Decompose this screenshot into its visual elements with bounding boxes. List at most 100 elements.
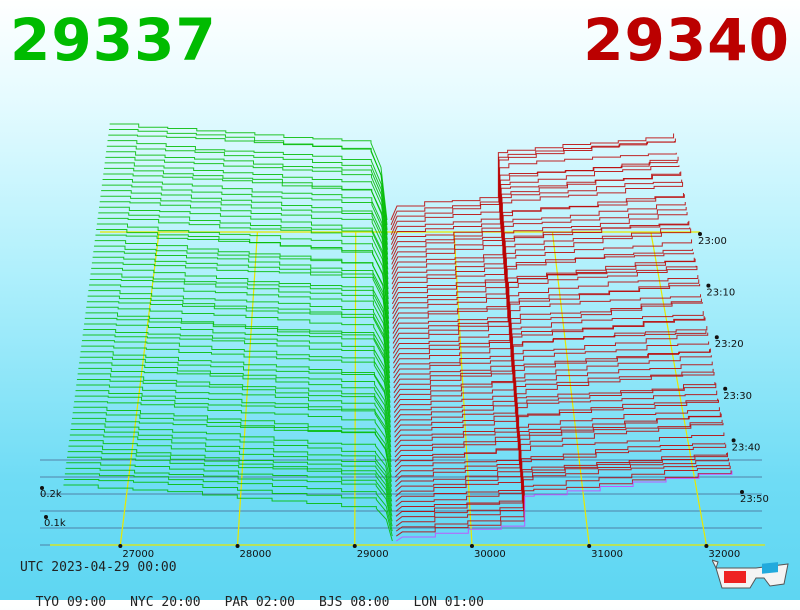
- bid-depth-line: [83, 328, 391, 403]
- x-grid-line: [119, 231, 160, 546]
- depth-tick-mark: [40, 486, 44, 490]
- ask-depth-line: [393, 349, 711, 418]
- bid-depth-line: [89, 284, 390, 364]
- ask-depth-line: [392, 283, 701, 364]
- bid-depth-line: [79, 356, 391, 428]
- clock-par: PAR 02:00: [224, 595, 296, 610]
- bid-depth-line: [106, 151, 388, 245]
- time-tick-mark: [740, 490, 744, 494]
- x-tick-label: 29000: [357, 549, 389, 560]
- ask-depth-line: [395, 419, 723, 488]
- bid-price: 29337: [10, 6, 217, 74]
- ask-depth-line: [395, 462, 730, 527]
- bid-depth-line: [65, 467, 393, 527]
- x-tick-mark: [118, 544, 123, 548]
- ask-depth-line: [391, 181, 684, 270]
- bid-depth-line: [86, 306, 391, 384]
- bid-depth-line: [89, 279, 390, 359]
- ask-depth-line: [390, 161, 678, 240]
- time-tick-mark: [698, 232, 702, 236]
- ask-depth-line: [394, 383, 717, 453]
- x-tick-label: 28000: [240, 549, 272, 560]
- ask-depth-line: [392, 257, 695, 334]
- clock-lon: LON 01:00: [413, 595, 484, 610]
- bid-depth-line: [74, 395, 392, 463]
- ask-depth-line: [395, 442, 726, 502]
- ask-depth-line: [392, 227, 691, 310]
- ask-depth-line: [391, 221, 689, 300]
- ask-depth-line: [395, 432, 725, 497]
- bid-depth-line: [99, 206, 389, 295]
- ask-depth-line: [390, 141, 675, 226]
- x-tick-label: 30000: [474, 549, 506, 560]
- ask-depth-line: [394, 361, 713, 433]
- ask-depth-line: [394, 407, 720, 473]
- ask-depth-line: [396, 470, 732, 537]
- ask-depth-line: [391, 194, 685, 280]
- time-tick-mark: [723, 386, 728, 391]
- depth-tick-label: 0.2k: [40, 489, 62, 500]
- bid-depth-line: [66, 456, 393, 517]
- bid-depth-line: [64, 478, 393, 537]
- ask-depth-line: [394, 398, 719, 463]
- ask-depth-line: [391, 206, 687, 290]
- bid-depth-line: [81, 340, 391, 413]
- bid-depth-line: [103, 173, 389, 265]
- x-tick-mark: [469, 544, 474, 548]
- bid-depth-line: [84, 323, 391, 398]
- x-grid-line: [236, 231, 258, 546]
- bid-depth-line: [82, 334, 391, 408]
- bid-depth-line: [109, 123, 388, 221]
- ask-depth-line: [392, 228, 692, 315]
- ask-depth-line: [395, 452, 728, 517]
- bid-depth-line: [75, 390, 392, 458]
- ask-depth-line: [394, 355, 712, 428]
- ask-depth-line: [395, 465, 731, 532]
- ask-depth-line: [391, 171, 682, 260]
- bid-depth-line: [104, 162, 389, 255]
- ask-price: 29340: [583, 6, 790, 74]
- ask-depth-line: [394, 390, 718, 458]
- 3d-glasses-icon[interactable]: [712, 556, 792, 592]
- ask-depth-line: [391, 165, 680, 250]
- bid-depth-line: [99, 201, 389, 290]
- time-tick-mark: [731, 438, 736, 443]
- ask-depth-line: [393, 317, 706, 394]
- clock-nyc: NYC 20:00: [130, 595, 201, 610]
- ask-depth-line: [393, 341, 710, 413]
- ask-depth-line: [393, 294, 702, 369]
- x-grid-line: [453, 231, 473, 546]
- x-tick-mark: [235, 544, 240, 548]
- x-grid-line: [354, 231, 357, 546]
- ask-depth-line: [393, 298, 702, 374]
- ask-depth-line: [393, 348, 711, 423]
- ask-depth-line: [393, 316, 705, 389]
- ask-depth-line: [395, 444, 727, 507]
- ask-depth-line: [393, 332, 709, 408]
- ask-depth-line: [392, 239, 693, 320]
- ask-depth-line: [392, 248, 693, 324]
- bid-depth-line: [80, 351, 391, 423]
- ask-depth-line: [392, 265, 697, 344]
- bid-depth-line: [69, 440, 393, 502]
- bid-depth-line: [71, 417, 392, 482]
- bid-depth-line: [108, 134, 388, 230]
- depth-tick-mark: [44, 515, 48, 519]
- ask-depth-line: [394, 399, 719, 468]
- bid-depth-line: [76, 384, 392, 453]
- bid-depth-line: [106, 145, 388, 240]
- bid-depth-line: [100, 195, 389, 285]
- bid-depth-line: [102, 179, 389, 270]
- ask-depth-line: [394, 368, 714, 438]
- bid-depth-line: [69, 434, 393, 497]
- bid-depth-line: [74, 401, 392, 468]
- bid-depth-line: [101, 190, 389, 280]
- bid-depth-line: [103, 167, 389, 260]
- time-tick-mark: [714, 335, 719, 340]
- bid-depth-line: [72, 412, 392, 477]
- bid-depth-line: [67, 451, 393, 512]
- x-grid-line: [551, 231, 590, 546]
- time-tick-label: 23:40: [732, 442, 761, 453]
- bid-depth-line: [95, 234, 390, 319]
- ask-depth-line: [391, 179, 683, 265]
